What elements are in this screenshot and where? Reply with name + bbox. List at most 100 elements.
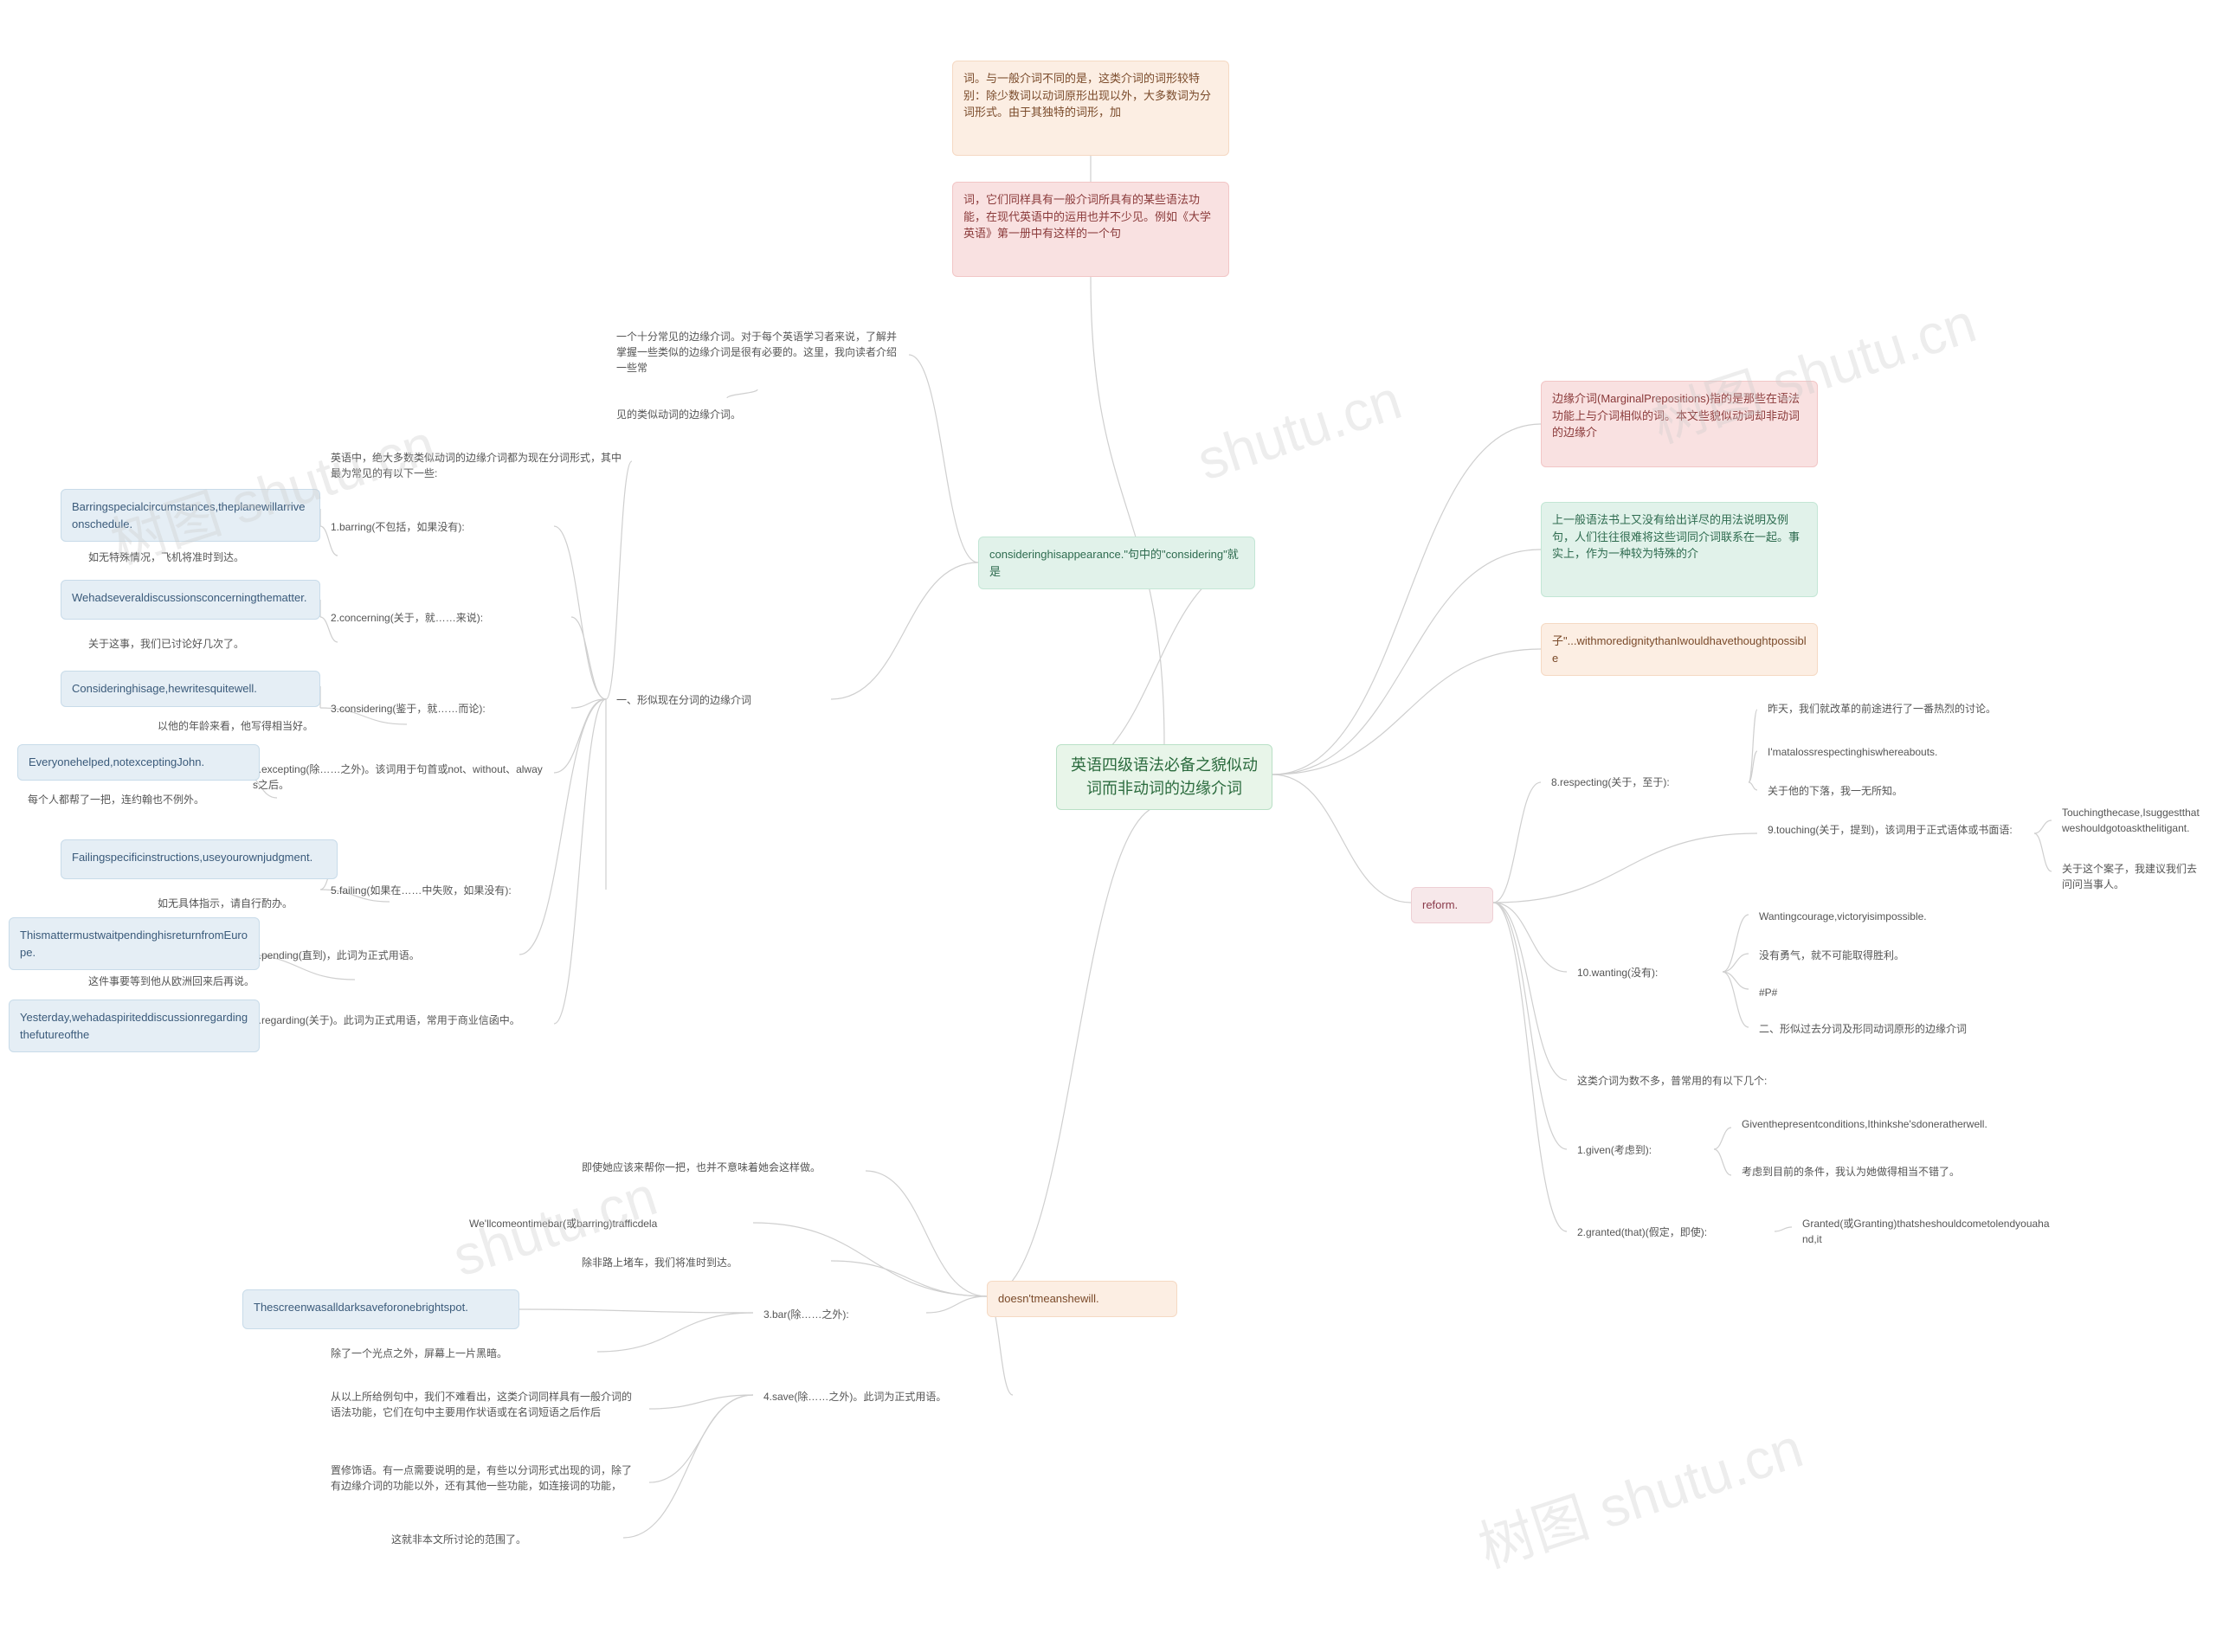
link [1493,903,1567,972]
mindmap-node-right1: 边缘介词(MarginalPrepositions)指的是那些在语法功能上与介词… [1541,381,1818,467]
link [1493,903,1567,1080]
link [1723,954,1749,972]
link [519,1309,753,1313]
link [1056,562,1255,775]
mindmap-node-l1: 1.barring(不包括，如果没有): [320,511,554,543]
mindmap-node-l2a: Wehadseveraldiscussionsconcerningthematt… [61,580,320,620]
mindmap-node-rfew: 这类介词为数不多，普常用的有以下几个: [1567,1064,1844,1097]
link [1493,833,1757,903]
mindmap-node-r10c: #P# [1749,976,1818,1009]
mindmap-node-top1: 词。与一般介词不同的是，这类介词的词形较特别：除少数词以动词原形出现以外，大多数… [952,61,1229,156]
link [1493,903,1567,1149]
link [1749,751,1757,782]
link [1493,903,1567,1231]
link [831,562,978,699]
mindmap-node-reform: reform. [1411,887,1493,923]
mindmap-node-r10b: 没有勇气，就不可能取得胜利。 [1749,939,1991,972]
mindmap-node-r8: 8.respecting(关于，至于): [1541,766,1749,799]
mindmap-node-considering: consideringhisappearance."句中的"considerin… [978,537,1255,589]
mindmap-node-r9b: 关于这个案子，我建议我们去问问当事人。 [2052,852,2216,901]
mindmap-node-r9a: Touchingthecase,Isuggestthatweshouldgoto… [2052,796,2216,845]
mindmap-node-d3: 3.bar(除……之外): [753,1298,926,1331]
link [1493,782,1541,903]
mindmap-node-l5b: 如无具体指示，请自行酌办。 [147,887,390,920]
mindmap-node-left_intro2: 见的类似动词的边缘介词。 [606,398,848,431]
mindmap-node-r10a: Wantingcourage,victoryisimpossible. [1749,900,2008,933]
link [649,1395,753,1409]
mindmap-node-right2: 上一般语法书上又没有给出详尽的用法说明及例句，人们往往很难将这些词同介词联系在一… [1541,502,1818,597]
mindmap-node-l6a: ThismattermustwaitpendinghisreturnfromEu… [9,917,260,970]
mindmap-node-rg2: 2.granted(that)(假定，即使): [1567,1216,1775,1249]
link [727,389,757,398]
link [597,1313,753,1352]
watermark: shutu.cn [1189,367,1408,492]
mindmap-node-r8b: I'matalossrespectinghiswhereabouts. [1757,736,2017,768]
mindmap-node-l7a: Yesterday,wehadaspiriteddiscussionregard… [9,1000,260,1052]
mindmap-node-d_intro: 即使她应该来帮你一把，也并不意味着她会这样做。 [571,1151,866,1191]
mindmap-node-l3a: Consideringhisage,hewritesquitewell. [61,671,320,707]
mindmap-node-l5a: Failingspecificinstructions,useyourownju… [61,839,338,879]
mindmap-node-d4: 4.save(除……之外)。此词为正式用语。 [753,1380,1013,1413]
link [831,1261,987,1296]
link [554,699,606,1024]
link [1714,1128,1731,1149]
link [1272,649,1541,775]
mindmap-node-d4a: 从以上所给例句中，我们不难看出，这类介词同样具有一般介词的语法功能，它们在句中主… [320,1380,649,1437]
mindmap-node-d3a: Thescreenwasalldarksaveforonebrightspot. [242,1289,519,1329]
link [606,461,632,699]
mindmap-node-r10d: 二、形似过去分词及形同动词原形的边缘介词 [1749,1012,2026,1045]
link [1714,1149,1731,1175]
mindmap-node-right3: 子"...withmoredignitythanIwouldhavethough… [1541,623,1818,676]
mindmap-node-d_b: 除非路上堵车，我们将准时到达。 [571,1246,831,1279]
link [1749,710,1757,782]
mindmap-node-rg1a: Giventhepresentconditions,Ithinkshe'sdon… [1731,1108,2000,1147]
mindmap-node-l4: 4.excepting(除……之外)。该词用于句首或not、without、al… [242,753,554,801]
link [926,1296,987,1313]
mindmap-node-l4a: Everyonehelped,notexceptingJohn. [17,744,260,781]
mindmap-node-l3b: 以他的年龄来看，他写得相当好。 [147,710,407,742]
mindmap-node-l4b: 每个人都帮了一把，连约翰也不例外。 [17,783,277,816]
link [571,699,606,708]
mindmap-node-d_a: We'llcomeontimebar(或barring)trafficdela [459,1207,753,1240]
link [866,1171,987,1296]
mindmap-node-d3b: 除了一个光点之外，屏幕上一片黑暗。 [320,1337,597,1370]
mindmap-node-rg1b: 考虑到目前的条件，我认为她做得相当不错了。 [1731,1155,2008,1195]
link [1091,277,1164,744]
mindmap-node-r8c: 关于他的下落，我一无所知。 [1757,775,2000,807]
link [1723,915,1749,972]
link [571,617,606,699]
mindmap-node-top2: 词，它们同样具有一般介词所具有的某些语法功能，在现代英语中的运用也并不少见。例如… [952,182,1229,277]
mindmap-node-r8a: 昨天，我们就改革的前途进行了一番热烈的讨论。 [1757,692,2017,727]
mindmap-node-r10: 10.wanting(没有): [1567,956,1723,989]
link [1723,972,1749,1027]
mindmap-node-l2: 2.concerning(关于，就……来说): [320,601,571,634]
link [1775,1227,1792,1231]
link [2034,820,2052,833]
link [1272,775,1411,903]
mindmap-node-l2b: 关于这事，我们已讨论好几次了。 [78,627,338,660]
link [519,699,606,955]
link [987,805,1164,1296]
link [2034,833,2052,871]
mindmap-node-rg1: 1.given(考虑到): [1567,1134,1714,1167]
link [1272,424,1541,775]
mindmap-node-d4c: 这就非本文所讨论的范围了。 [381,1523,623,1556]
mindmap-node-left_intro: 一个十分常见的边缘介词。对于每个英语学习者来说，了解并掌握一些类似的边缘介词是很… [606,320,909,389]
mindmap-node-sec1: 一、形似现在分词的边缘介词 [606,684,831,717]
mindmap-node-d4b: 置修饰语。有一点需要说明的是，有些以分词形式出现的词，除了有边缘介词的功能以外，… [320,1454,649,1511]
link [1749,782,1757,790]
mindmap-node-doesnt: doesn'tmeanshewill. [987,1281,1177,1317]
mindmap-node-r9: 9.touching(关于，提到)，该词用于正式语体或书面语: [1757,813,2034,853]
link [1723,972,1749,989]
mindmap-node-sec1_intro: 英语中，绝大多数类似动词的边缘介词都为现在分词形式，其中最为常见的有以下一些: [320,441,632,490]
link [649,1395,753,1482]
mindmap-node-center: 英语四级语法必备之貌似动词而非动词的边缘介词 [1056,744,1272,810]
mindmap-node-l7: 7.regarding(关于)。此词为正式用语，常用于商业信函中。 [242,1004,554,1044]
mindmap-node-rg2a: Granted(或Granting)thatsheshouldcometolen… [1792,1207,2060,1256]
watermark: 树图 shutu.cn [1467,1404,1811,1583]
mindmap-node-l1a: Barringspecialcircumstances,theplanewill… [61,489,320,542]
mindmap-node-l6b: 这件事要等到他从欧洲回来后再说。 [78,965,355,998]
link [909,355,978,562]
link [1272,550,1541,775]
mindmap-node-l1b: 如无特殊情况，飞机将准时到达。 [78,541,338,574]
